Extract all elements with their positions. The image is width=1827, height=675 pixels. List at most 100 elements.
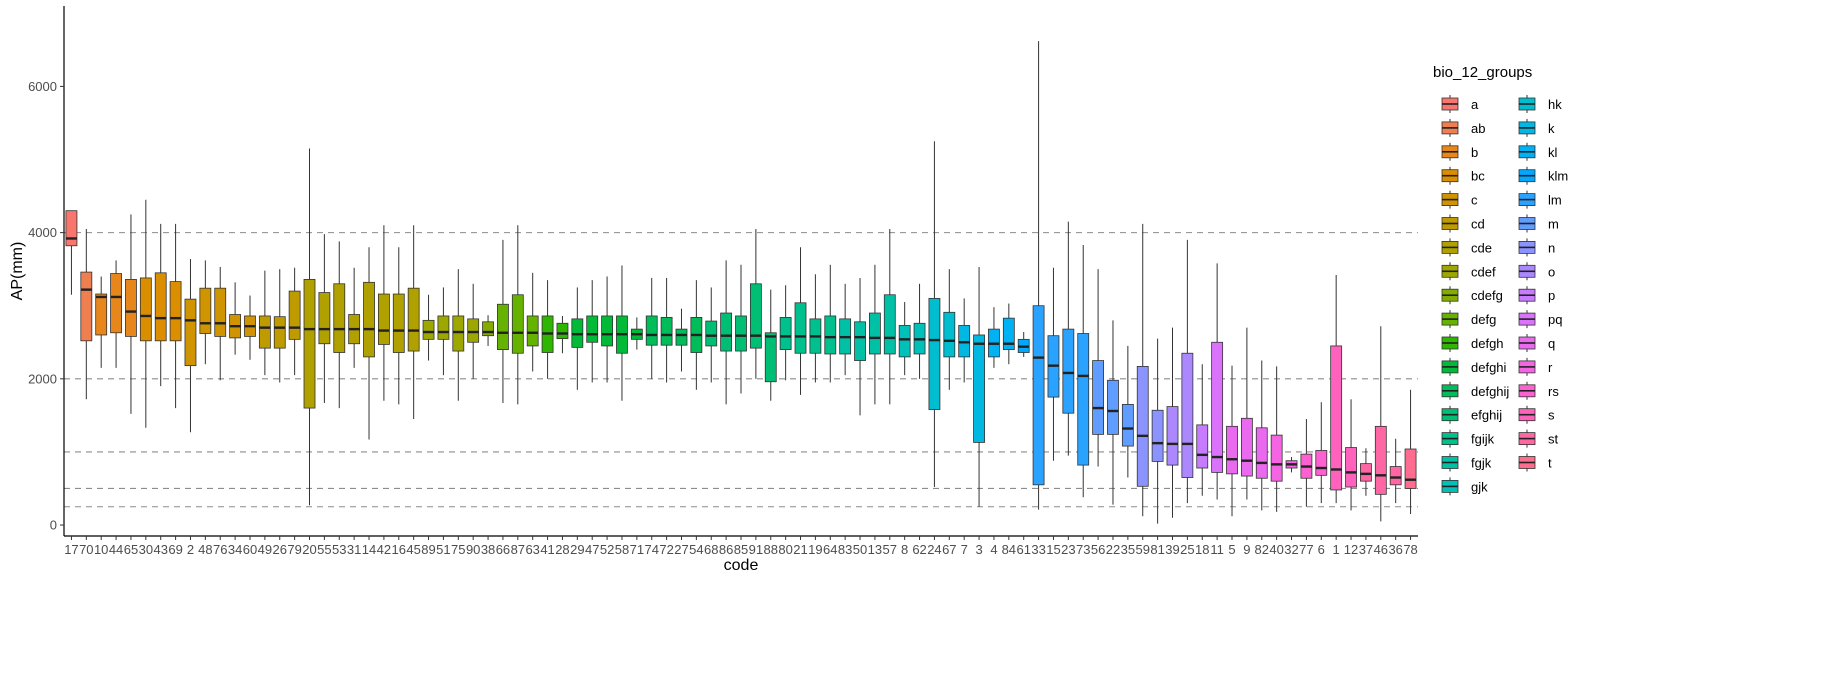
x-tick-label: 11	[1210, 542, 1224, 557]
legend-item-o: o	[1518, 262, 1555, 281]
x-tick-label: 51	[436, 542, 450, 557]
box-16	[392, 293, 405, 353]
x-tick-label: 16	[392, 542, 406, 557]
box-70	[80, 271, 93, 342]
box-63	[526, 315, 539, 347]
box-13	[869, 312, 881, 355]
x-tick-label: 71	[630, 542, 644, 557]
legend-label: c	[1471, 193, 1478, 208]
x-tick-label: 47	[585, 542, 599, 557]
legend-label: a	[1471, 97, 1479, 112]
x-tick-label: 22	[1106, 542, 1120, 557]
x-tick-label: 80	[778, 542, 792, 557]
box-55	[318, 292, 331, 345]
x-axis-title: code	[724, 557, 759, 574]
x-tick-label: 56	[1091, 542, 1105, 557]
x-tick-label: 83	[838, 542, 852, 557]
legend-label: r	[1548, 360, 1553, 375]
box-47	[586, 315, 599, 343]
box-9	[1240, 417, 1253, 477]
x-tick-label: 91	[749, 542, 763, 557]
x-tick-label: 6	[1318, 542, 1325, 557]
box-86	[720, 312, 733, 352]
x-tick-label: 62	[912, 542, 926, 557]
box-85	[735, 315, 747, 352]
legend-item-fgijk: fgijk	[1441, 429, 1495, 448]
legend-label: ab	[1471, 121, 1485, 136]
legend-item-cdef: cdef	[1441, 262, 1496, 281]
legend: bio_12_groups a ab b bc c cd cde cdef cdefg defg d…	[1433, 64, 1568, 496]
x-tick-label: 29	[570, 542, 584, 557]
legend-item-klm: klm	[1518, 166, 1568, 185]
legend-item-ab: ab	[1441, 118, 1485, 137]
box-40	[1270, 434, 1283, 482]
legend-label: pq	[1548, 312, 1562, 327]
y-axis-title: AP(mm)	[9, 242, 26, 301]
legend-item-lm: lm	[1518, 190, 1562, 209]
legend-label: defghij	[1471, 384, 1509, 399]
y-tick-label: 2000	[28, 371, 57, 386]
box-80	[779, 317, 792, 350]
x-tick-label: 4	[990, 542, 997, 557]
x-tick-label: 25	[1180, 542, 1194, 557]
x-tick-label: 43	[153, 542, 167, 557]
legend-item-k: k	[1518, 118, 1555, 137]
box-6	[1315, 450, 1328, 476]
legend-title: bio_12_groups	[1433, 64, 1532, 81]
box-67	[943, 311, 956, 358]
legend-item-t: t	[1518, 453, 1552, 472]
x-tick-label: 58	[615, 542, 629, 557]
x-tick-label: 38	[481, 542, 495, 557]
x-tick-label: 45	[406, 542, 420, 557]
x-tick-label: 65	[124, 542, 138, 557]
x-tick-label: 84	[1002, 542, 1016, 557]
legend-item-defg: defg	[1441, 310, 1496, 329]
x-tick-label: 67	[942, 542, 956, 557]
box-18	[1196, 424, 1209, 469]
x-tick-label: 40	[1269, 542, 1283, 557]
box-5	[1226, 425, 1238, 475]
legend-item-efghij: efghij	[1441, 405, 1502, 424]
x-tick-label: 73	[1076, 542, 1090, 557]
legend-item-cdefg: cdefg	[1441, 286, 1503, 305]
legend-label: efghij	[1471, 408, 1502, 423]
x-tick-label: 63	[525, 542, 539, 557]
legend-label: hk	[1548, 97, 1562, 112]
legend-item-kl: kl	[1518, 142, 1558, 161]
legend-label: lm	[1548, 193, 1562, 208]
x-tick-label: 75	[451, 542, 465, 557]
x-tick-label: 17	[64, 542, 78, 557]
x-tick-label: 64	[823, 542, 837, 557]
legend-item-st: st	[1518, 429, 1559, 448]
legend-label: kl	[1548, 145, 1558, 160]
x-tick-label: 46	[1374, 542, 1388, 557]
legend-item-hk: hk	[1518, 95, 1562, 113]
legend-item-a: a	[1441, 95, 1479, 113]
box-53	[333, 283, 346, 353]
x-tick-label: 72	[659, 542, 673, 557]
box-11	[1211, 341, 1224, 473]
legend-label: b	[1471, 145, 1478, 160]
legend-label: cdef	[1471, 264, 1496, 279]
x-tick-label: 55	[317, 542, 331, 557]
box-48	[199, 287, 212, 334]
box-22	[1107, 379, 1119, 435]
box-45	[407, 287, 420, 352]
x-tick-label: 26	[273, 542, 287, 557]
legend-label: cd	[1471, 217, 1485, 232]
boxes	[65, 210, 1417, 495]
legend-item-defghij: defghij	[1441, 381, 1509, 400]
x-tick-label: 53	[332, 542, 346, 557]
box-1	[1330, 345, 1343, 491]
legend-item-pq: pq	[1518, 310, 1562, 329]
x-tick-label: 49	[258, 542, 272, 557]
legend-label: s	[1548, 408, 1555, 423]
box-10	[95, 293, 108, 336]
x-tick-label: 86	[719, 542, 733, 557]
x-tick-label: 24	[927, 542, 941, 557]
box-81	[1151, 409, 1164, 462]
box-46	[1374, 425, 1387, 495]
box-49	[258, 315, 271, 349]
box-42	[377, 293, 390, 345]
